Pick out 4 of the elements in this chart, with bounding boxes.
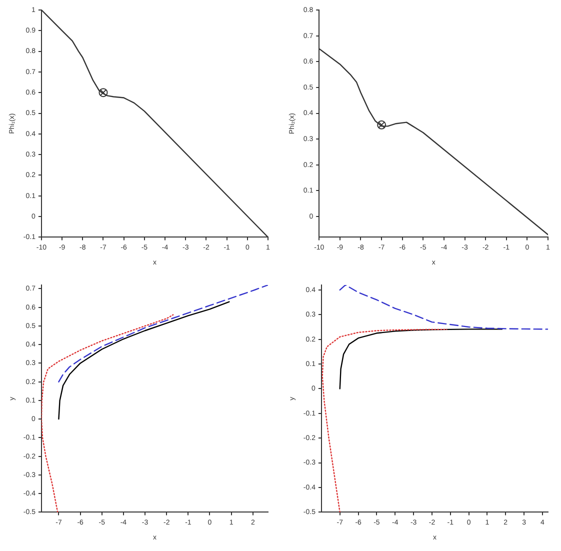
line-series <box>58 285 268 382</box>
line-series <box>322 328 448 512</box>
line-series <box>41 314 174 512</box>
line-series <box>339 285 548 330</box>
